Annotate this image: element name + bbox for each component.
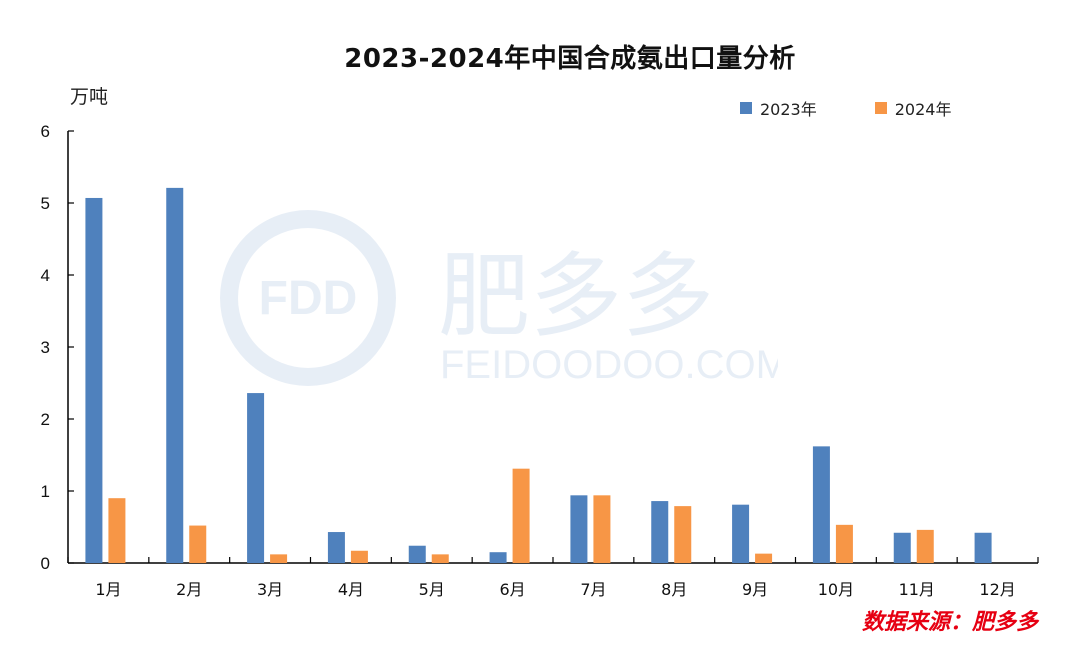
x-tick-label: 10月: [818, 580, 854, 599]
bar-2023-12: [974, 532, 992, 563]
x-tick-label: 5月: [419, 580, 445, 599]
x-tick-label: 2月: [176, 580, 202, 599]
y-tick-label: 6: [41, 122, 50, 141]
legend-item-2024: 2024年: [874, 96, 952, 120]
bar-2024-6: [512, 468, 530, 563]
y-tick-label: 3: [41, 338, 50, 357]
legend-item-2023: 2023年: [740, 96, 817, 120]
bar-2024-3: [270, 554, 288, 563]
legend-label-2024: 2024年: [894, 100, 952, 119]
bar-2023-2: [166, 187, 184, 563]
bar-2023-4: [327, 532, 345, 563]
x-tick-label: 11月: [899, 580, 935, 599]
x-tick-label: 9月: [742, 580, 768, 599]
source-label: 数据来源：肥多多: [861, 610, 1038, 635]
bar-2023-11: [893, 532, 911, 563]
y-axis-unit-label: 万吨: [70, 86, 109, 108]
bar-2024-11: [916, 529, 934, 563]
x-tick-label: 12月: [979, 580, 1015, 599]
bar-2023-3: [247, 393, 265, 563]
bar-2023-1: [85, 197, 103, 563]
x-tick-label: 6月: [499, 580, 525, 599]
x-tick-label: 4月: [338, 580, 364, 599]
y-tick-label: 4: [41, 266, 50, 285]
bar-2023-9: [732, 504, 750, 563]
bar-2023-10: [812, 446, 830, 563]
legend: 2023年 2024年: [740, 96, 951, 120]
bar-2024-9: [755, 553, 773, 563]
bar-2023-8: [651, 501, 669, 563]
legend-label-2023: 2023年: [760, 100, 817, 119]
chart-title: 2023-2024年中国合成氨出口量分析: [344, 44, 796, 74]
y-tick-label: 0: [41, 554, 50, 573]
y-tick-label: 1: [41, 482, 50, 501]
bar-2023-7: [570, 495, 588, 563]
y-tick-label: 2: [41, 410, 50, 429]
x-tick-label: 3月: [257, 580, 283, 599]
x-tick-label: 1月: [95, 580, 121, 599]
bar-2024-2: [189, 525, 207, 563]
bar-2024-4: [350, 550, 368, 563]
bar-2024-10: [835, 524, 853, 563]
bar-2023-6: [489, 552, 507, 563]
y-tick-label: 5: [41, 194, 50, 213]
bar-2024-8: [674, 506, 692, 563]
legend-swatch-2023: [740, 102, 752, 114]
x-tick-label: 8月: [661, 580, 687, 599]
bar-2024-1: [108, 498, 126, 563]
x-tick-label: 7月: [580, 580, 606, 599]
bar-2024-5: [431, 554, 449, 563]
bar-2023-5: [408, 545, 426, 563]
bar-2024-7: [593, 495, 611, 563]
legend-swatch-2024: [874, 102, 887, 114]
